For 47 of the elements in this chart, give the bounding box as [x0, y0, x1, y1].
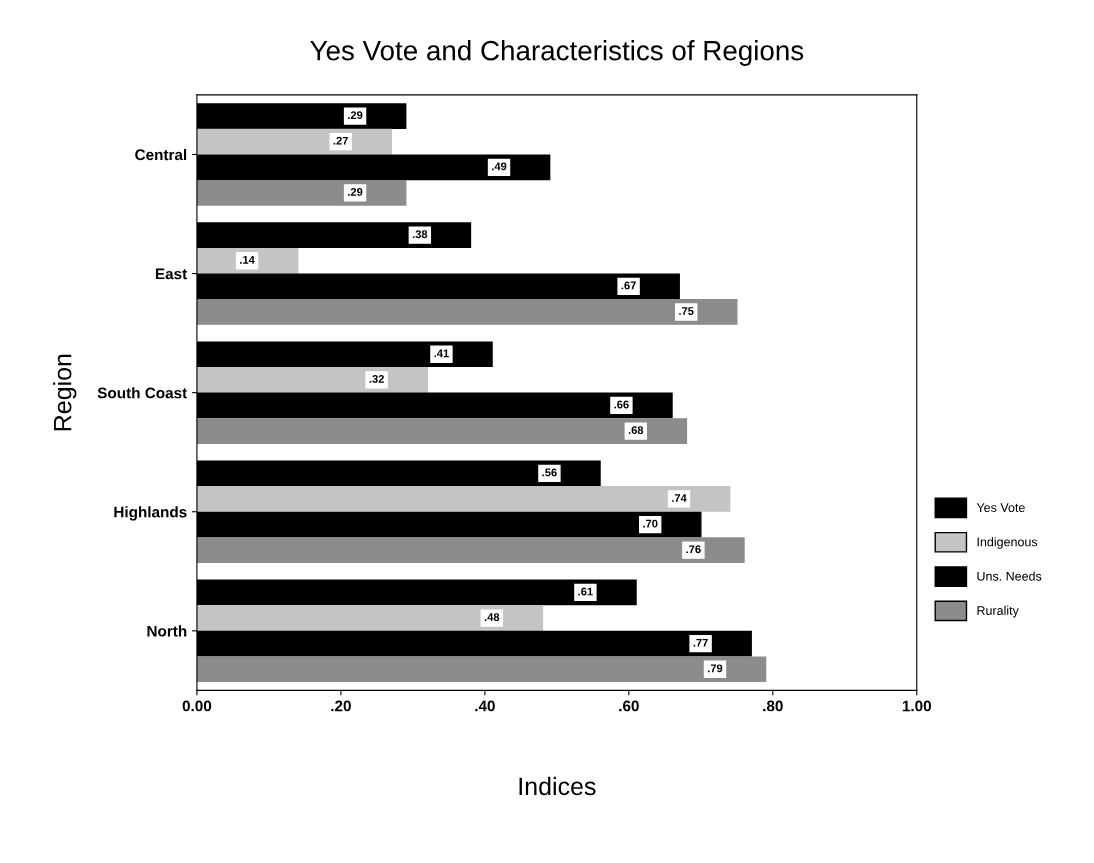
x-tick-label: .60	[619, 700, 639, 712]
bar	[196, 537, 745, 564]
x-tick-label: .40	[475, 700, 495, 712]
data-label: .67	[621, 281, 636, 290]
data-label: .77	[693, 638, 708, 647]
data-label: .66	[614, 400, 629, 409]
data-label: .27	[333, 136, 348, 145]
y-tick-label: East	[155, 268, 188, 280]
data-label: .41	[434, 349, 449, 358]
data-label: .29	[348, 188, 363, 196]
data-label: .29	[348, 111, 363, 120]
x-axis-title: Indices	[519, 776, 596, 796]
x-tick-label: 0.00	[182, 700, 212, 712]
bar	[196, 486, 731, 512]
data-label: .32	[369, 374, 384, 383]
x-tick-label: .80	[763, 700, 783, 712]
data-label: .75	[679, 307, 694, 315]
x-tick-label: .20	[331, 700, 351, 712]
legend-label: Uns. Needs	[977, 571, 1042, 581]
y-tick-label: South Coast	[97, 387, 188, 399]
data-label: .76	[686, 545, 701, 554]
chart-title: Yes Vote and Characteristics of Regions	[310, 40, 804, 66]
legend-label: Yes Vote	[976, 503, 1025, 513]
data-label: .48	[484, 613, 500, 622]
x-tick-label: 1.00	[902, 700, 932, 712]
data-label: .70	[643, 519, 658, 528]
legend-label: Rurality	[977, 605, 1019, 618]
bar	[196, 656, 767, 683]
data-label: .14	[240, 256, 255, 264]
bar	[196, 418, 688, 444]
bar	[196, 299, 738, 325]
y-tick-label: North	[147, 625, 187, 637]
data-label: .74	[672, 494, 687, 502]
data-label: .56	[542, 468, 557, 477]
y-axis-title: Region	[53, 354, 77, 431]
bar	[196, 605, 544, 631]
data-label: .38	[412, 230, 428, 239]
y-tick-label: Highlands	[114, 506, 187, 521]
data-label: .79	[708, 664, 723, 673]
legend-label: Indigenous	[977, 537, 1038, 549]
bar	[196, 367, 428, 393]
bar	[196, 128, 392, 155]
bar	[196, 180, 407, 206]
data-label: .68	[628, 426, 644, 435]
y-tick-label: Central	[135, 148, 187, 161]
data-label: .49	[492, 162, 507, 171]
data-label: .61	[578, 587, 593, 596]
